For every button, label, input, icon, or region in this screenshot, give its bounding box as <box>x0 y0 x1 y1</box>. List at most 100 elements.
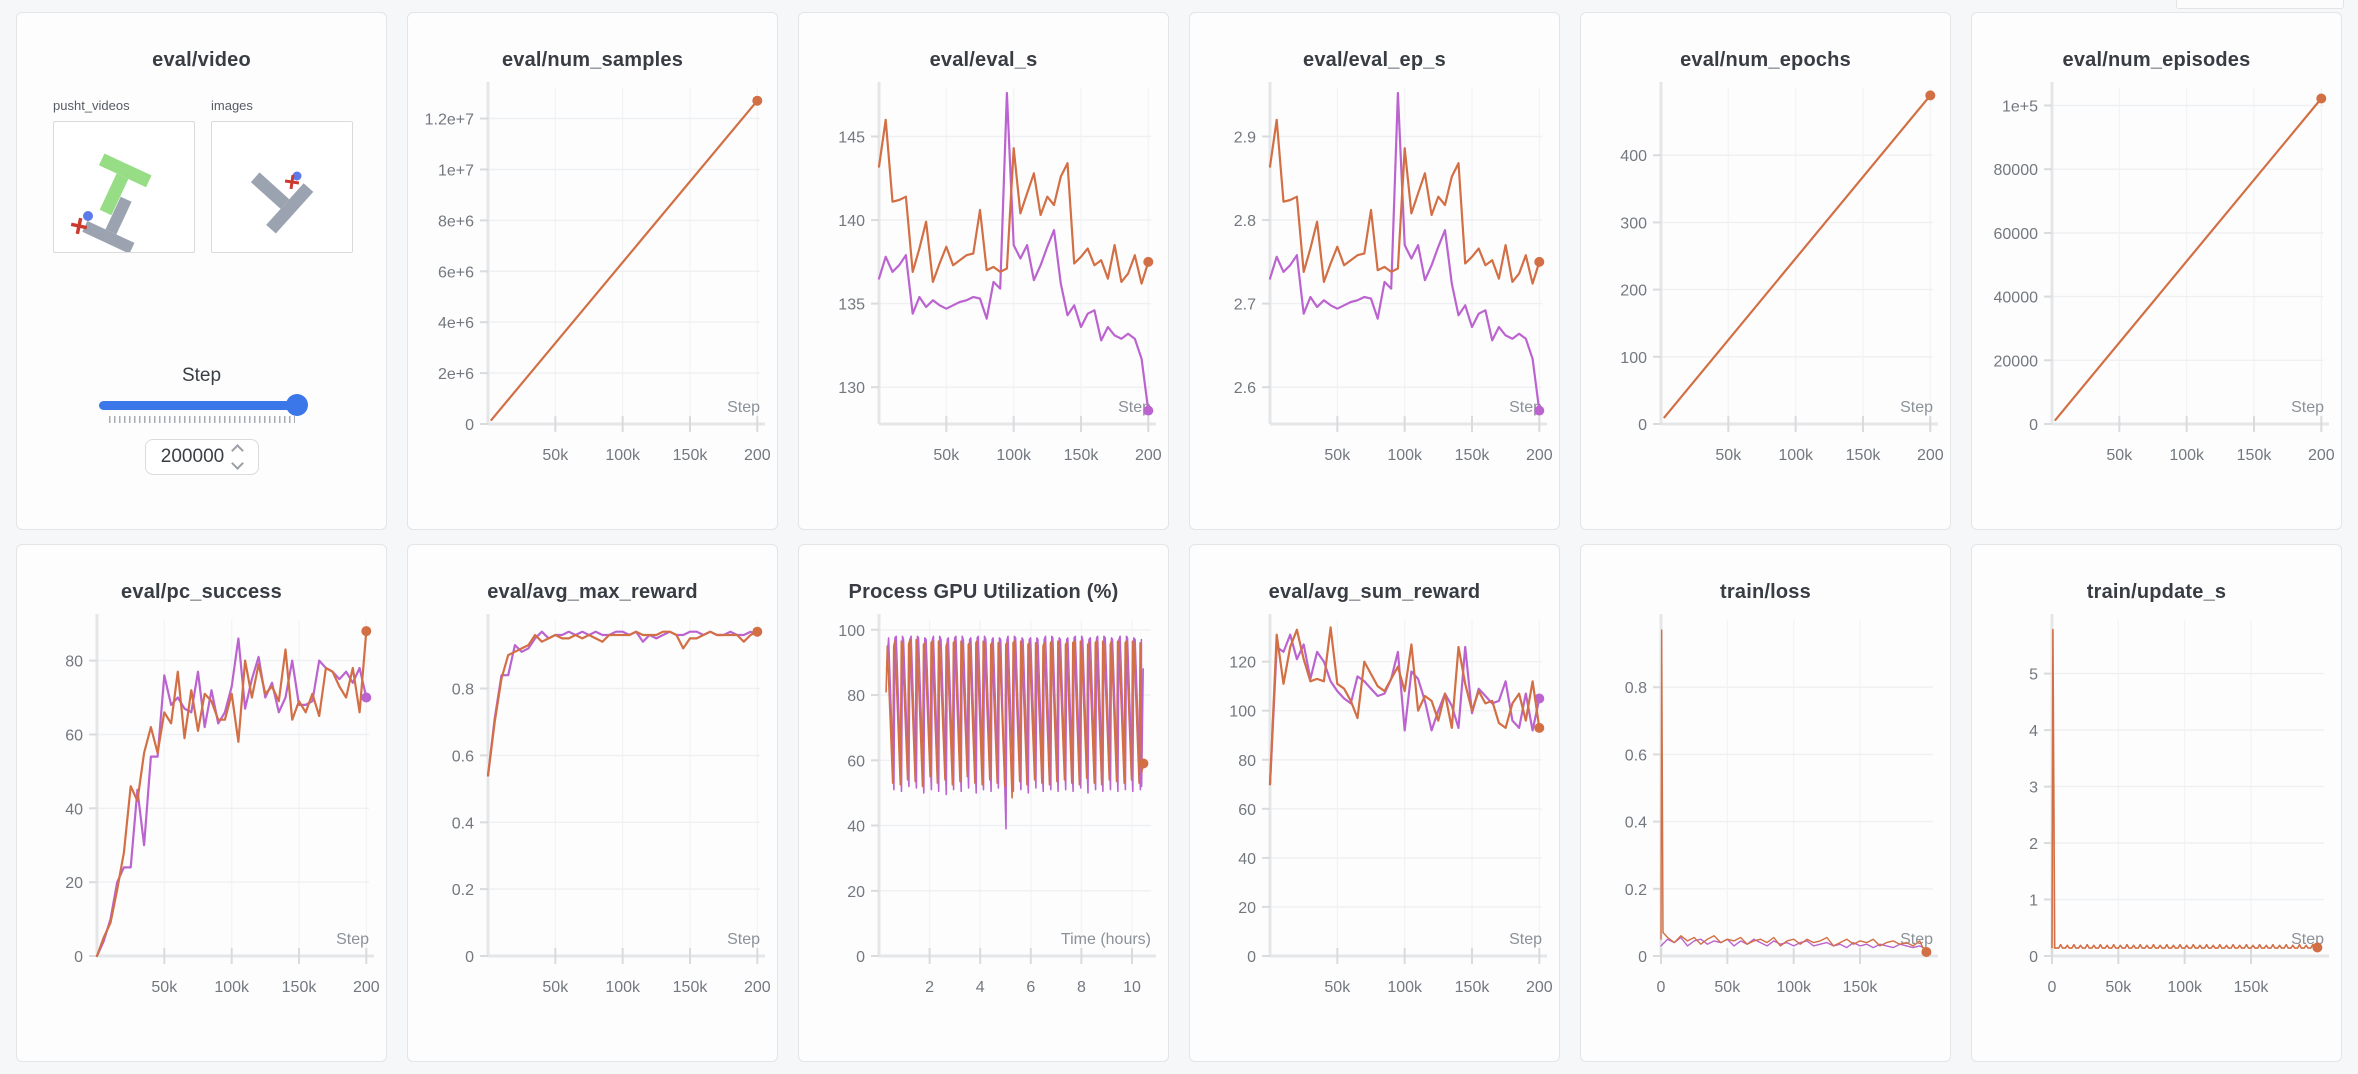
panel-train-update-s: train/update_s 0 1 2 3 4 5 0 50k 100k 150k Step <box>1971 544 2342 1062</box>
pusht-goal-cross <box>70 217 88 235</box>
svg-text:40: 40 <box>65 801 83 818</box>
series-endpoint-dot <box>1143 405 1154 416</box>
svg-text:145: 145 <box>838 130 865 147</box>
svg-text:1.2e+7: 1.2e+7 <box>425 112 474 129</box>
svg-text:0: 0 <box>1638 417 1647 434</box>
series-endpoint-dot <box>2312 942 2323 953</box>
svg-text:Time (hours): Time (hours) <box>1061 931 1151 948</box>
svg-text:2: 2 <box>2029 836 2038 853</box>
chart-canvas-train-update-s[interactable]: 0 1 2 3 4 5 0 50k 100k 150k Step <box>1972 608 2341 1032</box>
chart-canvas-pc-success[interactable]: 0 20 40 60 80 50k 100k 150k 200 Step <box>17 608 386 1032</box>
svg-text:1e+5: 1e+5 <box>2002 99 2038 116</box>
step-input-value[interactable]: 200000 <box>160 446 225 467</box>
svg-text:100k: 100k <box>1776 979 1812 996</box>
svg-text:50k: 50k <box>1324 979 1351 996</box>
chart-axes: 2.6 2.7 2.8 2.9 50k 100k 150k 200 Step <box>1234 82 1553 464</box>
step-slider-handle[interactable] <box>286 394 308 416</box>
svg-text:200: 200 <box>1526 979 1553 996</box>
svg-text:150k: 150k <box>2234 979 2270 996</box>
pusht-block-t-shape <box>82 196 135 254</box>
svg-text:6e+6: 6e+6 <box>438 264 474 281</box>
svg-text:60000: 60000 <box>1994 226 2039 243</box>
svg-text:50k: 50k <box>151 979 178 996</box>
svg-text:2.6: 2.6 <box>1234 380 1256 397</box>
video-thumbnail-images[interactable]: images <box>211 98 353 253</box>
chart-canvas-num-samples[interactable]: 0 2e+6 4e+6 6e+6 8e+6 1e+7 1.2e+7 50k 100k 150k 20… <box>408 76 777 500</box>
chart-canvas-avg-sum-reward[interactable]: 0 20 40 60 80 100 120 50k 100k 150k 200 Step <box>1190 608 1559 1032</box>
panel-eval-num-episodes: eval/num_episodes 0 20000 40000 60000 80000 1… <box>1971 12 2342 530</box>
step-slider-track[interactable] <box>99 401 304 410</box>
svg-text:0.4: 0.4 <box>452 815 474 832</box>
svg-text:40: 40 <box>847 819 865 836</box>
chart-axes: 0 2e+6 4e+6 6e+6 8e+6 1e+7 1.2e+7 50k 100k 150k 20… <box>425 82 771 464</box>
chart-title: eval/num_episodes <box>2062 49 2251 71</box>
chart-canvas-eval-s[interactable]: 130 135 140 145 50k 100k 150k 200 Step <box>799 76 1168 500</box>
chart-canvas-avg-max-reward[interactable]: 0 0.2 0.4 0.6 0.8 50k 100k 150k 200 Step <box>408 608 777 1032</box>
panel-eval-pc-success: eval/pc_success 0 20 40 60 80 50k 100k 150k 200 S… <box>16 544 387 1062</box>
svg-text:150k: 150k <box>673 447 709 464</box>
chart-canvas-train-loss[interactable]: 0 0.2 0.4 0.6 0.8 0 50k 100k 150k Step <box>1581 608 1950 1032</box>
chart-canvas-eval-ep-s[interactable]: 2.6 2.7 2.8 2.9 50k 100k 150k 200 Step <box>1190 76 1559 500</box>
svg-text:200: 200 <box>2308 447 2335 464</box>
svg-text:200: 200 <box>1620 283 1647 300</box>
svg-text:200: 200 <box>1526 447 1553 464</box>
pusht-video-frame <box>70 153 152 254</box>
series-endpoint-dot <box>1534 405 1545 416</box>
svg-text:150k: 150k <box>673 979 709 996</box>
chart-canvas-num-episodes[interactable]: 0 20000 40000 60000 80000 1e+5 50k 100k 150k 200 S… <box>1972 76 2341 500</box>
svg-text:Step: Step <box>1509 931 1542 948</box>
video-thumbnail-pusht-videos[interactable]: pusht_videos <box>53 98 195 254</box>
series-endpoint-dot <box>1138 758 1149 769</box>
step-slider[interactable] <box>99 394 308 416</box>
svg-text:3: 3 <box>2029 780 2038 797</box>
step-input[interactable]: 200000 <box>144 439 259 475</box>
svg-text:0: 0 <box>2029 417 2038 434</box>
chevron-up-icon[interactable] <box>231 444 245 457</box>
pusht-target-t-shape <box>98 153 152 216</box>
svg-text:20000: 20000 <box>1994 353 2039 370</box>
chart-title: eval/num_epochs <box>1680 49 1851 71</box>
svg-text:80: 80 <box>1238 753 1256 770</box>
chart-canvas-num-epochs[interactable]: 0 100 200 300 400 50k 100k 150k 200 Step <box>1581 76 1950 500</box>
svg-text:0: 0 <box>1638 949 1647 966</box>
video-thumbnails: pusht_videos <box>17 98 386 254</box>
images-goal-cross <box>284 174 300 190</box>
svg-text:100k: 100k <box>605 979 641 996</box>
svg-text:0.2: 0.2 <box>452 882 474 899</box>
svg-text:0.2: 0.2 <box>1625 882 1647 899</box>
svg-text:2: 2 <box>925 979 934 996</box>
images-agent-dot <box>292 171 302 181</box>
svg-text:200: 200 <box>1135 447 1162 464</box>
svg-text:100k: 100k <box>2169 447 2205 464</box>
svg-text:20: 20 <box>1238 900 1256 917</box>
svg-text:200: 200 <box>744 979 771 996</box>
svg-text:80: 80 <box>847 688 865 705</box>
chart-grid <box>488 620 760 956</box>
svg-text:0.6: 0.6 <box>1625 747 1647 764</box>
svg-text:8e+6: 8e+6 <box>438 213 474 230</box>
step-stepper[interactable] <box>231 444 245 470</box>
chart-canvas-gpu-utilization[interactable]: 0 20 40 60 80 100 2 4 6 8 10 Time (hours) <box>799 608 1168 1032</box>
svg-text:50k: 50k <box>542 447 569 464</box>
svg-text:4: 4 <box>2029 723 2038 740</box>
thumbnail-label: images <box>211 98 253 113</box>
video-panel-title: eval/video <box>152 49 251 71</box>
chart-title: eval/eval_ep_s <box>1303 49 1446 71</box>
svg-text:2.8: 2.8 <box>1234 213 1256 230</box>
chevron-down-icon[interactable] <box>231 457 245 470</box>
svg-text:Step: Step <box>1509 399 1542 416</box>
chart-title: Process GPU Utilization (%) <box>848 581 1119 603</box>
svg-text:100k: 100k <box>1387 447 1423 464</box>
svg-text:Step: Step <box>336 931 369 948</box>
svg-text:100: 100 <box>838 623 865 640</box>
chart-title: eval/eval_s <box>929 49 1038 71</box>
svg-text:2.7: 2.7 <box>1234 297 1256 314</box>
series-endpoint-dot <box>1925 90 1936 101</box>
svg-text:20: 20 <box>65 875 83 892</box>
svg-text:0.8: 0.8 <box>452 682 474 699</box>
svg-text:0: 0 <box>465 417 474 434</box>
svg-text:140: 140 <box>838 213 865 230</box>
svg-text:Step: Step <box>1900 399 1933 416</box>
series-orange <box>95 630 368 958</box>
